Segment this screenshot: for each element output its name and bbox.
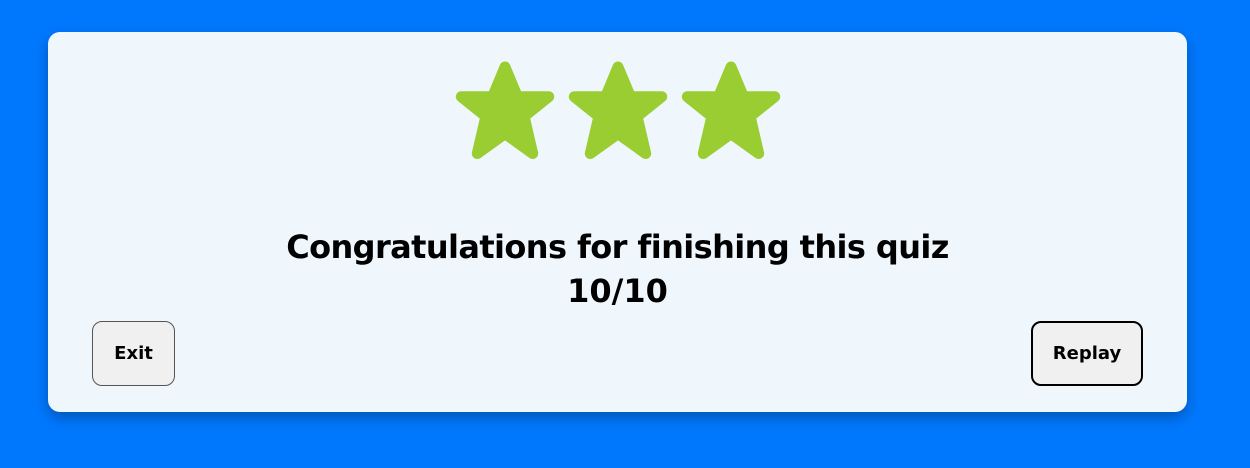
- completion-message: Congratulations for finishing this quiz: [286, 228, 949, 266]
- star-icon: [568, 61, 668, 159]
- replay-button[interactable]: Replay: [1031, 321, 1143, 386]
- quiz-result-card: Congratulations for finishing this quiz …: [48, 32, 1187, 412]
- star-rating: [451, 59, 786, 163]
- star-icon: [681, 61, 781, 159]
- score-text: 10/10: [567, 272, 668, 310]
- exit-button[interactable]: Exit: [92, 321, 175, 386]
- star-icon: [455, 61, 555, 159]
